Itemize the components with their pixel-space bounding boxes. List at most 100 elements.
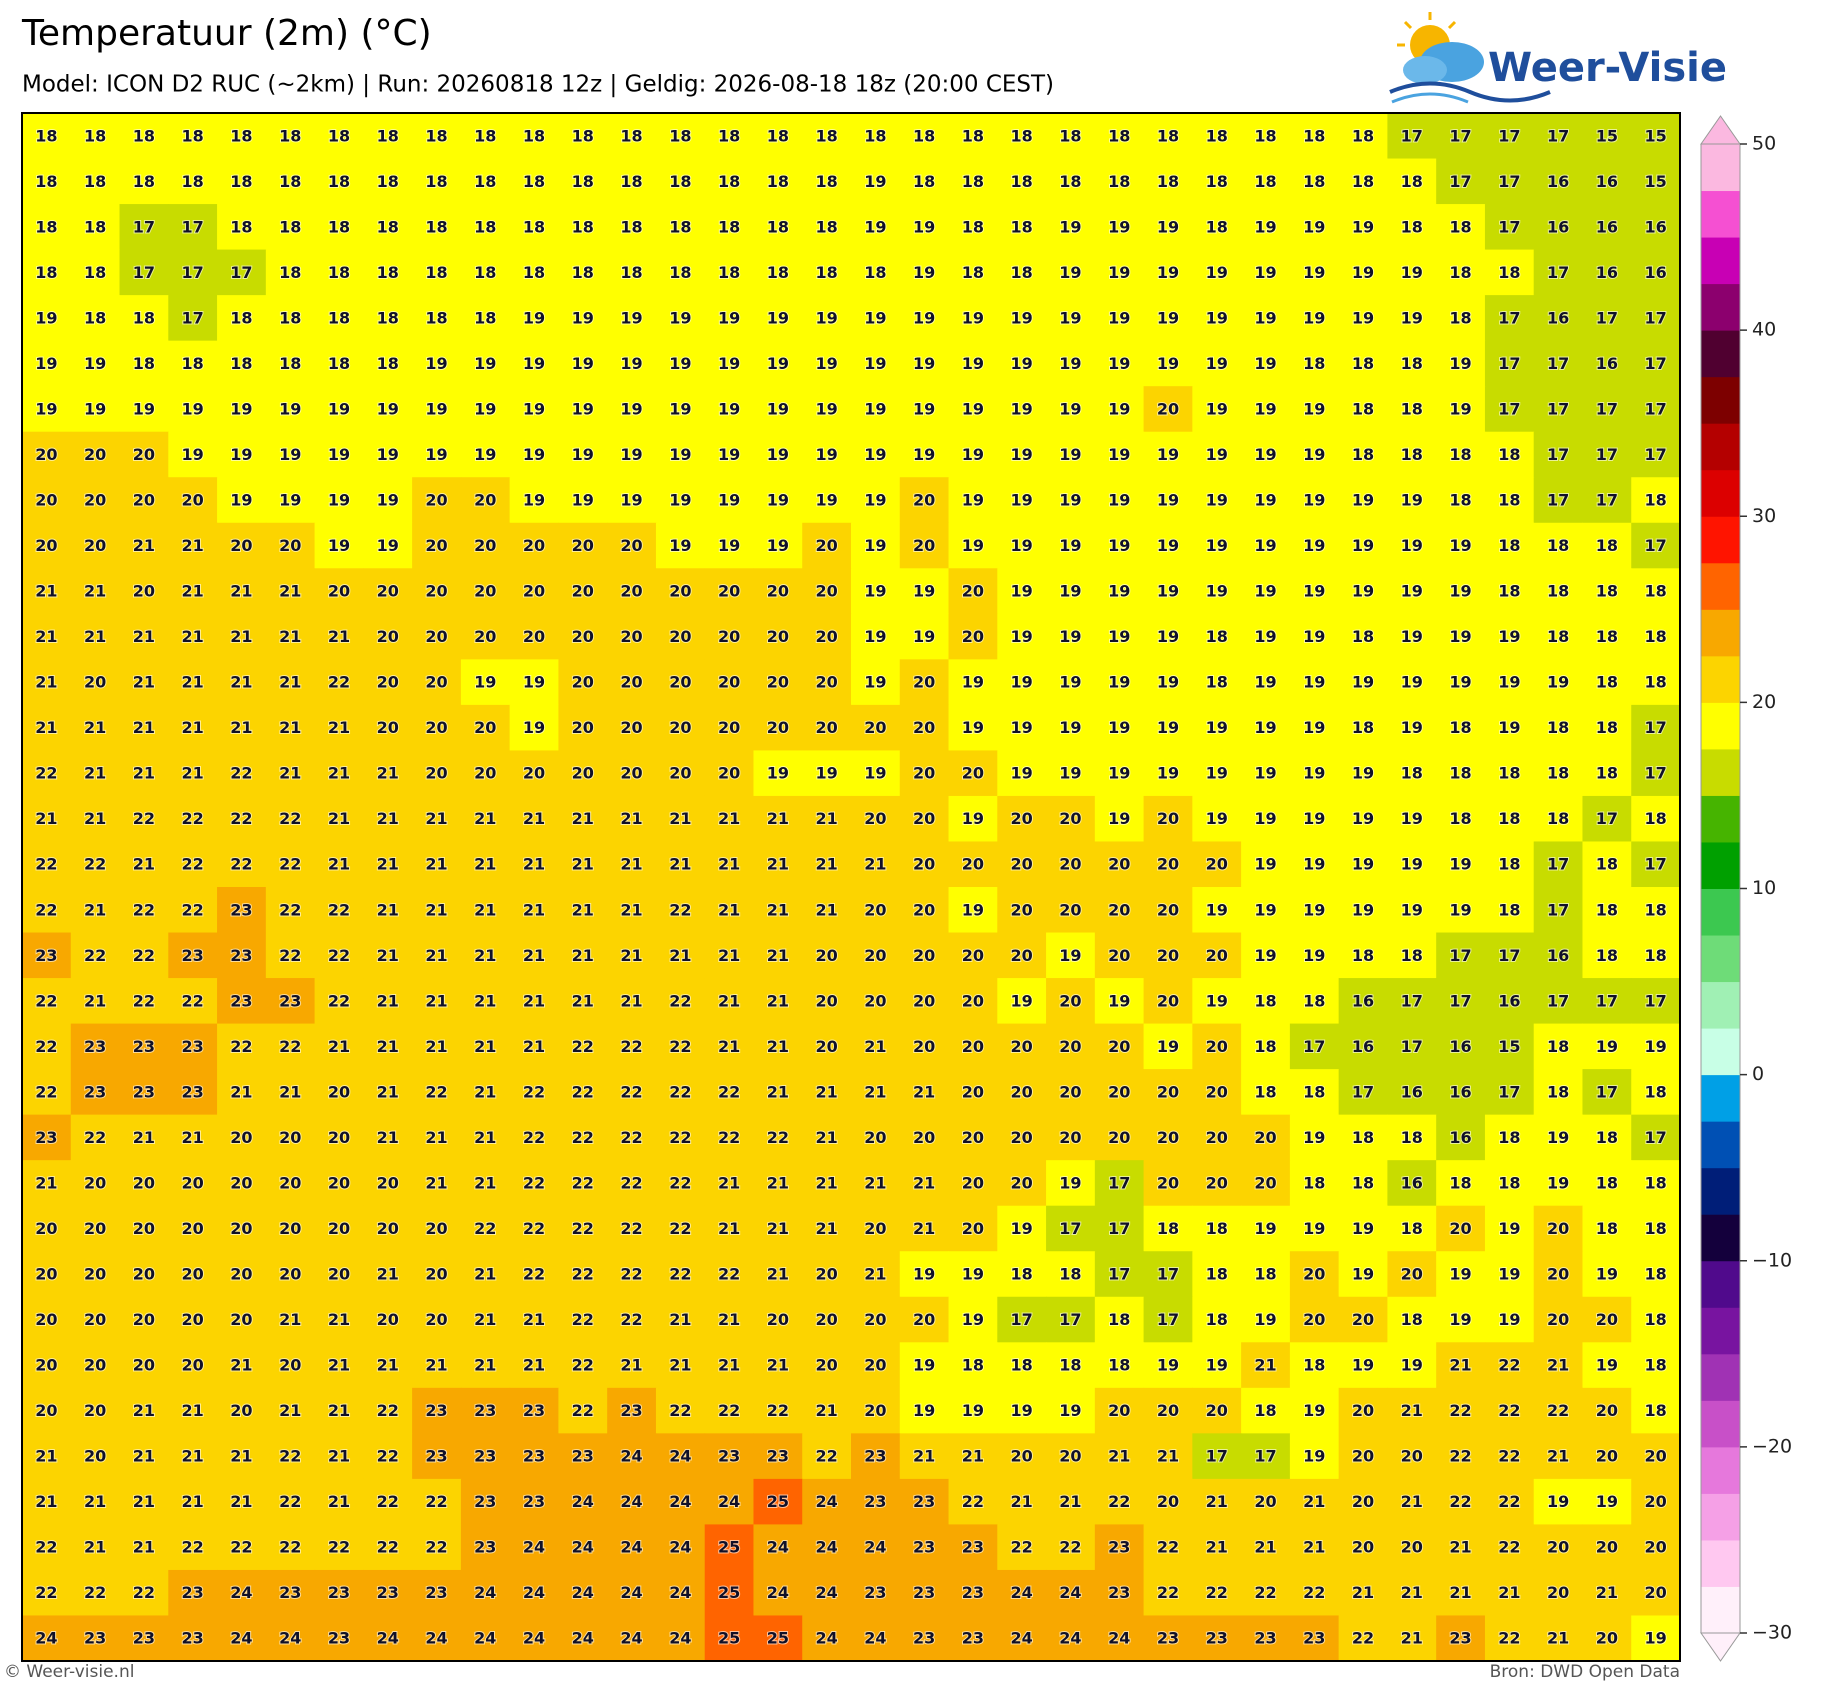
temperature-label: 18 — [1206, 673, 1228, 692]
temperature-cell — [997, 1205, 1047, 1252]
temperature-cell — [1338, 477, 1388, 524]
temperature-cell — [1192, 522, 1242, 569]
temperature-cell — [1192, 113, 1242, 160]
temperature-cell — [314, 1023, 364, 1070]
temperature-label: 20 — [84, 1173, 106, 1192]
temperature-cell — [1533, 1114, 1583, 1161]
temperature-label: 19 — [913, 445, 935, 464]
temperature-label: 23 — [767, 1447, 789, 1466]
temperature-cell — [851, 1342, 901, 1389]
temperature-cell — [753, 1387, 803, 1434]
temperature-label: 19 — [1254, 491, 1276, 510]
temperature-cell — [217, 522, 267, 569]
temperature-label: 22 — [1108, 1492, 1130, 1511]
temperature-cell — [1582, 1615, 1632, 1662]
temperature-cell — [1484, 1296, 1535, 1343]
temperature-label: 19 — [1206, 445, 1228, 464]
colorbar-band — [1701, 1400, 1740, 1448]
temperature-label: 18 — [1254, 172, 1276, 191]
temperature-cell — [948, 1524, 998, 1571]
temperature-label: 18 — [1206, 1265, 1228, 1284]
temperature-cell — [1289, 978, 1340, 1025]
temperature-cell — [1387, 978, 1437, 1025]
temperature-cell — [119, 1114, 169, 1161]
temperature-cell — [314, 1433, 364, 1480]
temperature-cell — [460, 522, 511, 569]
temperature-cell — [1387, 1615, 1437, 1662]
temperature-label: 24 — [523, 1629, 545, 1648]
temperature-label: 18 — [35, 126, 57, 145]
temperature-cell — [558, 1205, 608, 1252]
temperature-cell — [509, 158, 559, 205]
colorbar-band — [1701, 1353, 1740, 1401]
temperature-label: 23 — [620, 1401, 642, 1420]
temperature-cell — [217, 1023, 267, 1070]
temperature-cell — [997, 386, 1047, 433]
temperature-cell — [997, 1160, 1047, 1207]
temperature-label: 20 — [1011, 809, 1033, 828]
temperature-label: 18 — [1254, 1401, 1276, 1420]
temperature-cell — [509, 1069, 559, 1116]
temperature-cell — [1192, 932, 1242, 979]
temperature-label: 19 — [1596, 1265, 1618, 1284]
temperature-label: 19 — [962, 809, 984, 828]
temperature-label: 19 — [1108, 764, 1130, 783]
temperature-label: 21 — [1011, 1492, 1033, 1511]
temperature-cell — [1436, 431, 1486, 478]
temperature-label: 20 — [1206, 946, 1228, 965]
temperature-cell — [1289, 431, 1340, 478]
temperature-label: 23 — [35, 1128, 57, 1147]
temperature-label: 20 — [962, 1082, 984, 1101]
temperature-label: 21 — [230, 673, 252, 692]
temperature-cell — [1338, 113, 1388, 160]
temperature-label: 19 — [1108, 217, 1130, 236]
temperature-label: 19 — [1254, 399, 1276, 418]
temperature-label: 18 — [1303, 172, 1325, 191]
temperature-label: 23 — [133, 1037, 155, 1056]
temperature-label: 18 — [962, 1356, 984, 1375]
temperature-cell — [802, 841, 852, 888]
temperature-cell — [363, 841, 413, 888]
temperature-label: 20 — [279, 1128, 301, 1147]
temperature-cell — [1533, 249, 1583, 296]
temperature-label: 20 — [864, 1356, 886, 1375]
temperature-label: 22 — [620, 1128, 642, 1147]
temperature-label: 19 — [523, 673, 545, 692]
temperature-cell — [460, 1160, 511, 1207]
temperature-label: 19 — [1303, 1219, 1325, 1238]
temperature-label: 22 — [279, 1447, 301, 1466]
temperature-label: 21 — [474, 1037, 496, 1056]
temperature-label: 24 — [718, 1492, 740, 1511]
temperature-cell — [1143, 568, 1193, 615]
temperature-cell — [1289, 1205, 1340, 1252]
temperature-label: 20 — [1644, 1447, 1666, 1466]
temperature-cell — [1631, 477, 1681, 524]
temperature-label: 19 — [1303, 1401, 1325, 1420]
temperature-label: 22 — [182, 1538, 204, 1557]
temperature-label: 17 — [1596, 308, 1618, 327]
temperature-label: 18 — [377, 308, 399, 327]
temperature-label: 19 — [1254, 900, 1276, 919]
temperature-label: 18 — [1011, 217, 1033, 236]
temperature-cell — [314, 1251, 364, 1298]
colorbar-band — [1701, 1586, 1740, 1634]
temperature-cell — [1436, 704, 1486, 751]
temperature-label: 20 — [84, 1219, 106, 1238]
temperature-label: 20 — [913, 718, 935, 737]
temperature-label: 24 — [572, 1629, 594, 1648]
temperature-label: 22 — [279, 946, 301, 965]
temperature-label: 18 — [1352, 399, 1374, 418]
temperature-label: 17 — [1596, 991, 1618, 1010]
temperature-cell — [1289, 568, 1340, 615]
temperature-cell — [1484, 659, 1535, 706]
temperature-cell — [1241, 1615, 1291, 1662]
temperature-cell — [1094, 1433, 1145, 1480]
temperature-label: 17 — [1206, 1447, 1228, 1466]
temperature-cell — [851, 204, 901, 251]
temperature-cell — [1192, 1023, 1242, 1070]
temperature-label: 22 — [425, 1538, 447, 1557]
temperature-label: 18 — [1596, 855, 1618, 874]
temperature-label: 19 — [1254, 582, 1276, 601]
temperature-cell — [265, 932, 316, 979]
footer-right: Bron: DWD Open Data — [1490, 1662, 1680, 1681]
